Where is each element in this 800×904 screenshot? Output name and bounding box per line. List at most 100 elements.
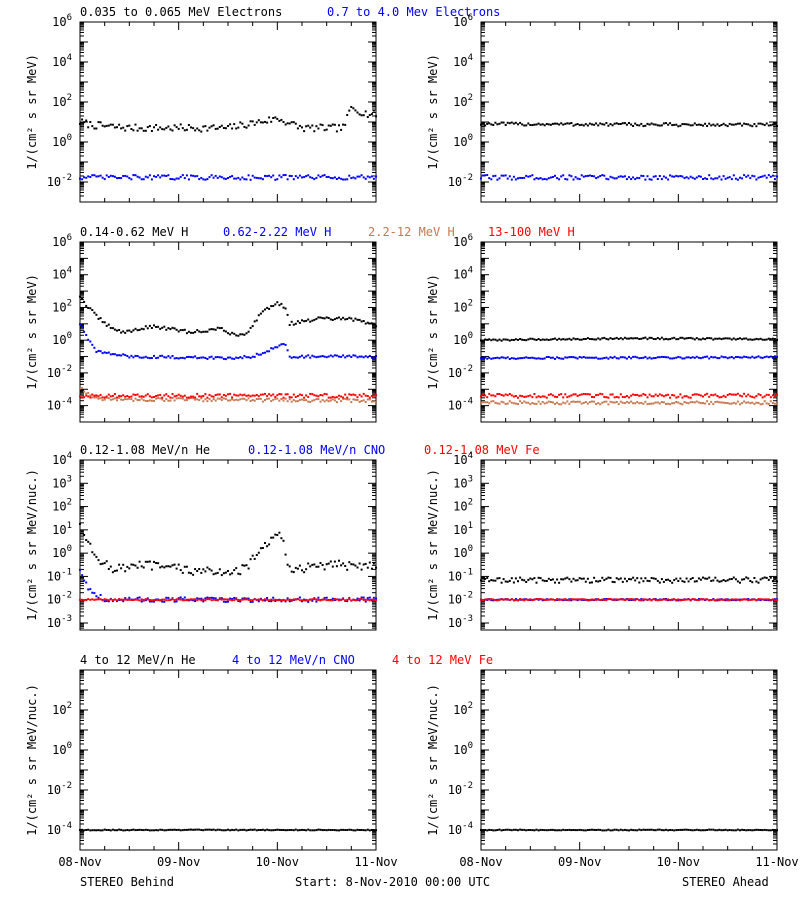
- data-point: [679, 828, 682, 831]
- data-point: [611, 580, 614, 583]
- data-point: [545, 598, 548, 601]
- data-point: [319, 175, 322, 178]
- data-point: [500, 174, 503, 177]
- data-point: [105, 324, 108, 327]
- data-point: [525, 356, 528, 359]
- ytick-base: 10: [448, 593, 462, 607]
- data-point: [500, 394, 503, 396]
- data-point: [237, 572, 240, 575]
- data-point: [517, 403, 519, 405]
- ytick-base: 10: [453, 268, 467, 282]
- data-point: [241, 564, 244, 567]
- data-point: [529, 598, 532, 601]
- data-point: [231, 599, 234, 602]
- data-point: [218, 356, 221, 359]
- ytick-exponent: -2: [462, 364, 473, 374]
- data-point: [198, 330, 201, 333]
- data-point: [677, 355, 680, 358]
- data-point: [89, 396, 92, 399]
- data-point: [634, 579, 637, 582]
- data-point: [120, 828, 123, 831]
- data-point: [597, 828, 600, 831]
- data-point: [722, 829, 725, 832]
- data-point: [124, 129, 127, 132]
- data-point: [107, 351, 110, 354]
- data-point: [773, 178, 776, 181]
- data-point: [356, 318, 359, 321]
- data-point: [669, 357, 672, 360]
- data-point: [136, 329, 139, 332]
- data-point: [558, 123, 561, 126]
- data-point: [93, 174, 96, 177]
- data-point: [224, 394, 227, 397]
- data-point: [366, 175, 369, 178]
- data-point: [521, 598, 524, 601]
- data-point: [179, 356, 182, 359]
- data-point: [144, 828, 147, 831]
- xtick-label: 11-Nov: [354, 855, 397, 869]
- data-point: [582, 598, 585, 601]
- data-point: [502, 174, 505, 177]
- data-point: [673, 598, 676, 601]
- data-point: [144, 394, 147, 397]
- data-point: [595, 177, 598, 180]
- data-point: [642, 175, 645, 177]
- data-point: [527, 356, 530, 359]
- data-point: [714, 401, 717, 403]
- data-point: [257, 398, 260, 400]
- ytick-base: 10: [47, 569, 61, 583]
- data-point: [249, 395, 252, 398]
- data-point: [276, 534, 279, 536]
- data-point: [159, 176, 162, 179]
- data-point: [109, 395, 112, 398]
- data-point: [309, 356, 312, 359]
- data-point: [523, 356, 526, 359]
- data-point: [81, 396, 84, 399]
- data-point: [134, 598, 137, 601]
- data-point: [480, 579, 482, 582]
- data-point: [739, 176, 741, 179]
- data-point: [615, 598, 618, 601]
- data-point: [253, 320, 256, 323]
- data-point: [179, 394, 182, 397]
- data-point: [734, 177, 737, 180]
- data-point: [231, 396, 234, 399]
- data-point: [212, 328, 215, 331]
- data-point: [292, 571, 295, 574]
- data-point: [494, 395, 497, 398]
- data-point: [268, 599, 271, 602]
- data-point: [329, 396, 332, 399]
- data-point: [249, 828, 252, 831]
- data-point: [368, 599, 371, 602]
- data-point: [101, 562, 104, 565]
- data-point: [628, 829, 630, 832]
- data-point: [689, 396, 692, 399]
- ytick-base: 10: [47, 175, 61, 189]
- data-point: [531, 174, 534, 177]
- data-point: [222, 329, 225, 332]
- data-point: [126, 175, 129, 178]
- data-point: [689, 598, 692, 601]
- data-point: [155, 395, 158, 397]
- data-point: [665, 356, 667, 359]
- data-point: [763, 598, 766, 601]
- data-point: [689, 336, 692, 339]
- data-point: [689, 829, 692, 832]
- ytick-label: 104: [52, 451, 72, 467]
- data-point: [107, 600, 110, 603]
- data-point: [220, 356, 223, 359]
- data-point: [521, 402, 524, 404]
- data-point: [537, 122, 540, 125]
- data-point: [537, 357, 540, 360]
- data-point: [743, 829, 746, 831]
- data-point: [276, 301, 279, 304]
- data-point: [323, 400, 326, 403]
- data-point: [605, 356, 608, 359]
- data-point: [303, 356, 306, 359]
- data-point: [630, 337, 633, 340]
- ytick-label: 102: [52, 498, 72, 514]
- data-point: [504, 393, 507, 396]
- data-point: [360, 598, 363, 601]
- data-point: [726, 394, 729, 396]
